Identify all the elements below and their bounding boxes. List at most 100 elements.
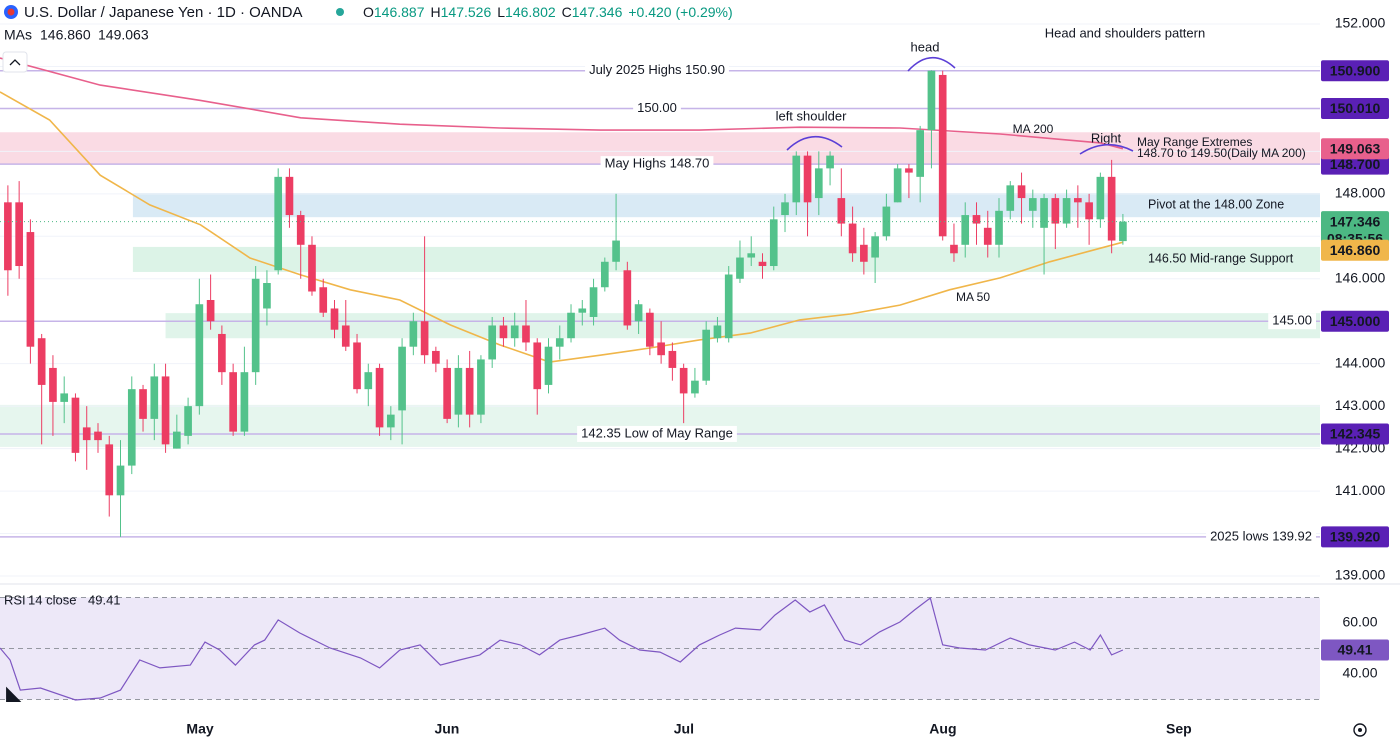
level-tag-text: 150.010	[1330, 100, 1381, 116]
y-tick-label: 144.000	[1335, 354, 1386, 370]
candle-body	[995, 210, 1003, 245]
y-tick-label: 40.00	[1342, 665, 1377, 681]
candle-body	[150, 376, 159, 419]
ma-legend-value: 146.860	[40, 27, 91, 43]
settings-icon	[1358, 728, 1362, 732]
candle-body	[240, 372, 249, 432]
level-label-bg	[585, 62, 729, 79]
y-tick-label: 139.000	[1335, 567, 1386, 583]
zone	[132, 192, 1321, 218]
ohlc-change: +0.420 (+0.29%)	[628, 4, 732, 20]
candle-body	[71, 397, 80, 453]
level-label: 2025 lows 139.92	[1210, 528, 1312, 543]
zone-label: 146.50 Mid-range Support	[1148, 252, 1294, 266]
candle-body	[612, 240, 620, 262]
candle-body	[308, 244, 316, 292]
pattern-arc	[786, 135, 843, 151]
candle-body	[758, 261, 767, 267]
candle-body	[860, 244, 868, 262]
level-label-bg	[633, 100, 681, 117]
candle-body	[454, 367, 463, 415]
level-label-bg	[600, 156, 714, 173]
candle-body	[510, 325, 519, 339]
candle-body	[443, 367, 451, 419]
ohlc-value: 146.802	[505, 4, 556, 20]
rsi-legend-params: 14 close	[28, 592, 76, 607]
x-tick-label: Jun	[434, 721, 459, 737]
candle-body	[623, 270, 632, 326]
candle-body	[161, 376, 170, 445]
ma-legend-title: MAs	[4, 27, 32, 43]
candle-body	[1119, 221, 1127, 242]
level-tag-text: 139.920	[1330, 529, 1381, 545]
logo: ◣	[6, 682, 22, 704]
y-tick-label: 146.000	[1335, 269, 1386, 285]
candle-body	[713, 325, 722, 339]
level-tag-text: 142.345	[1330, 426, 1381, 442]
candle-body	[432, 350, 440, 364]
level-label: 150.00	[637, 100, 677, 115]
ohlc-readout: O146.887 H147.526 L146.802 C147.346 +0.420 (…	[363, 4, 733, 20]
level-tag	[1321, 310, 1389, 332]
level-tag	[1321, 97, 1389, 119]
candle-body	[814, 168, 823, 199]
candle-body	[950, 244, 958, 254]
candle-body	[15, 202, 23, 267]
x-tick-label: Sep	[1166, 721, 1192, 737]
level-label: 145.00	[1272, 313, 1312, 328]
candle-body	[679, 367, 688, 394]
candle-body	[961, 215, 970, 245]
candle-body	[781, 202, 789, 216]
annotation: May Range Extremes	[1137, 135, 1252, 149]
candle-body	[285, 176, 294, 216]
symbol-title: U.S. Dollar / Japanese Yen · 1D · OANDA	[24, 4, 302, 21]
candle-body	[386, 414, 395, 428]
candle-body	[691, 380, 699, 394]
candle-body	[1074, 198, 1082, 203]
candle-body	[567, 312, 575, 339]
candle-body	[127, 389, 136, 466]
level-tag-text: 145.000	[1330, 313, 1381, 329]
candle-body	[657, 342, 665, 356]
collapse-icon	[9, 59, 21, 66]
level-tag	[1321, 423, 1389, 445]
rsi-tag	[1321, 639, 1389, 661]
level-label-bg	[1206, 528, 1316, 545]
candle-body	[26, 232, 35, 347]
candle-body	[218, 333, 226, 373]
candle-body	[184, 406, 192, 436]
candle-body	[736, 257, 744, 279]
candle-body	[263, 283, 271, 309]
market-status	[336, 8, 344, 16]
ohlc-value: 147.526	[441, 4, 492, 20]
candle-body	[724, 274, 733, 339]
flag-icon-dot	[7, 8, 15, 16]
rsi-legend-value: 49.41	[88, 592, 121, 607]
level-label-bg	[577, 425, 737, 442]
annotation: left shoulder	[776, 108, 847, 123]
rsi-line	[0, 596, 1124, 701]
candle-body	[82, 427, 91, 441]
level-tag	[1321, 60, 1389, 82]
price-tag	[1321, 211, 1389, 250]
candle-body	[139, 389, 147, 419]
settings-button[interactable]	[1353, 723, 1367, 737]
level-label-bg	[1268, 313, 1316, 330]
candle-body	[983, 227, 992, 245]
candle-body	[105, 444, 114, 496]
candle-body	[600, 261, 609, 288]
ma-tag	[1321, 239, 1389, 261]
candle-body	[1107, 176, 1116, 241]
collapse-button[interactable]	[2, 51, 28, 73]
candle-body	[1062, 198, 1071, 224]
candle-body	[848, 223, 857, 254]
series-label: MA 200	[1013, 122, 1054, 136]
candle-body	[94, 431, 102, 441]
y-tick-label: 60.00	[1342, 614, 1377, 630]
pattern-arc	[907, 56, 956, 72]
candle-body	[206, 299, 215, 322]
candle-body	[522, 325, 530, 343]
candle-body	[589, 287, 598, 317]
candle-body	[116, 465, 125, 496]
rsi-legend-title: RSI	[4, 592, 26, 607]
